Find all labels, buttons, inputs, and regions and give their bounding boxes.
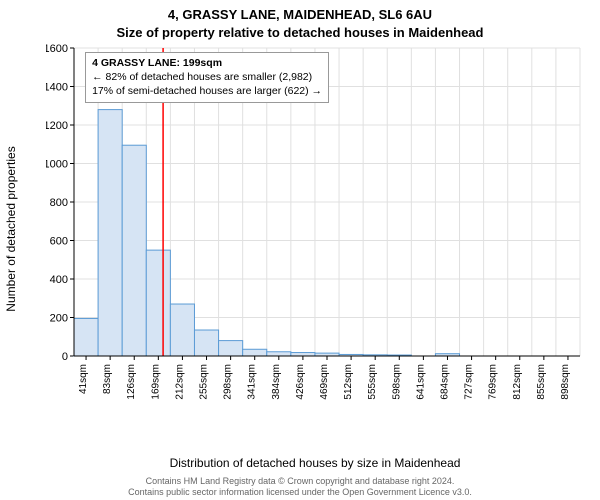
x-tick-label: 684sqm <box>439 364 450 400</box>
x-tick-label: 298sqm <box>223 364 234 400</box>
histogram-bar <box>74 318 98 356</box>
histogram-bar <box>122 145 146 356</box>
svg-text:1600: 1600 <box>46 44 68 55</box>
x-tick-label: 812sqm <box>512 364 523 400</box>
histogram-bar <box>170 304 194 356</box>
svg-text:1400: 1400 <box>46 82 68 94</box>
x-tick-label: 641sqm <box>415 364 426 400</box>
svg-text:600: 600 <box>50 236 68 248</box>
x-tick-label: 727sqm <box>464 364 475 400</box>
histogram-bar <box>194 330 218 356</box>
annot-line-1: 4 GRASSY LANE: 199sqm <box>92 56 322 70</box>
y-axis-label: Number of detached properties <box>4 44 20 414</box>
svg-text:1000: 1000 <box>46 159 68 171</box>
x-axis-label: Distribution of detached houses by size … <box>46 456 584 470</box>
x-tick-label: 41sqm <box>78 364 89 394</box>
x-tick-label: 341sqm <box>247 364 258 400</box>
x-tick-label: 512sqm <box>343 364 354 400</box>
histogram-bar <box>98 110 122 356</box>
x-tick-label: 255sqm <box>199 364 210 400</box>
svg-text:1200: 1200 <box>46 120 68 132</box>
x-tick-label: 83sqm <box>102 364 113 394</box>
x-tick-label: 169sqm <box>150 364 161 400</box>
chart-footer: Contains HM Land Registry data © Crown c… <box>0 476 600 499</box>
histogram-bar <box>243 349 267 356</box>
svg-text:400: 400 <box>50 274 68 286</box>
x-tick-label: 898sqm <box>560 364 571 400</box>
footer-line-1: Contains HM Land Registry data © Crown c… <box>0 476 600 487</box>
x-tick-label: 126sqm <box>126 364 137 400</box>
x-tick-label: 769sqm <box>488 364 499 400</box>
chart-title: 4, GRASSY LANE, MAIDENHEAD, SL6 6AU Size… <box>0 0 600 41</box>
histogram-bar <box>219 341 243 356</box>
histogram-bar <box>291 353 315 356</box>
histogram-bar <box>146 250 170 356</box>
annot-line-3: 17% of semi-detached houses are larger (… <box>92 84 322 98</box>
x-tick-label: 469sqm <box>319 364 330 400</box>
x-tick-label: 555sqm <box>367 364 378 400</box>
title-line-1: 4, GRASSY LANE, MAIDENHEAD, SL6 6AU <box>0 6 600 24</box>
svg-text:200: 200 <box>50 313 68 325</box>
x-tick-label: 212sqm <box>174 364 185 400</box>
x-tick-label: 598sqm <box>391 364 402 400</box>
x-tick-label: 426sqm <box>295 364 306 400</box>
svg-text:800: 800 <box>50 197 68 209</box>
chart-area: 0 200 400 600 800 1000 1200 1400 1600 41sqm 83sqm… <box>46 44 584 414</box>
svg-text:0: 0 <box>62 351 68 363</box>
x-tick-label: 855sqm <box>536 364 547 400</box>
x-tick-label: 384sqm <box>271 364 282 400</box>
title-line-2: Size of property relative to detached ho… <box>0 24 600 42</box>
histogram-bar <box>267 352 291 356</box>
annotation-box: 4 GRASSY LANE: 199sqm ← 82% of detached … <box>85 52 329 103</box>
annot-line-2: ← 82% of detached houses are smaller (2,… <box>92 70 322 84</box>
footer-line-2: Contains public sector information licen… <box>0 487 600 498</box>
